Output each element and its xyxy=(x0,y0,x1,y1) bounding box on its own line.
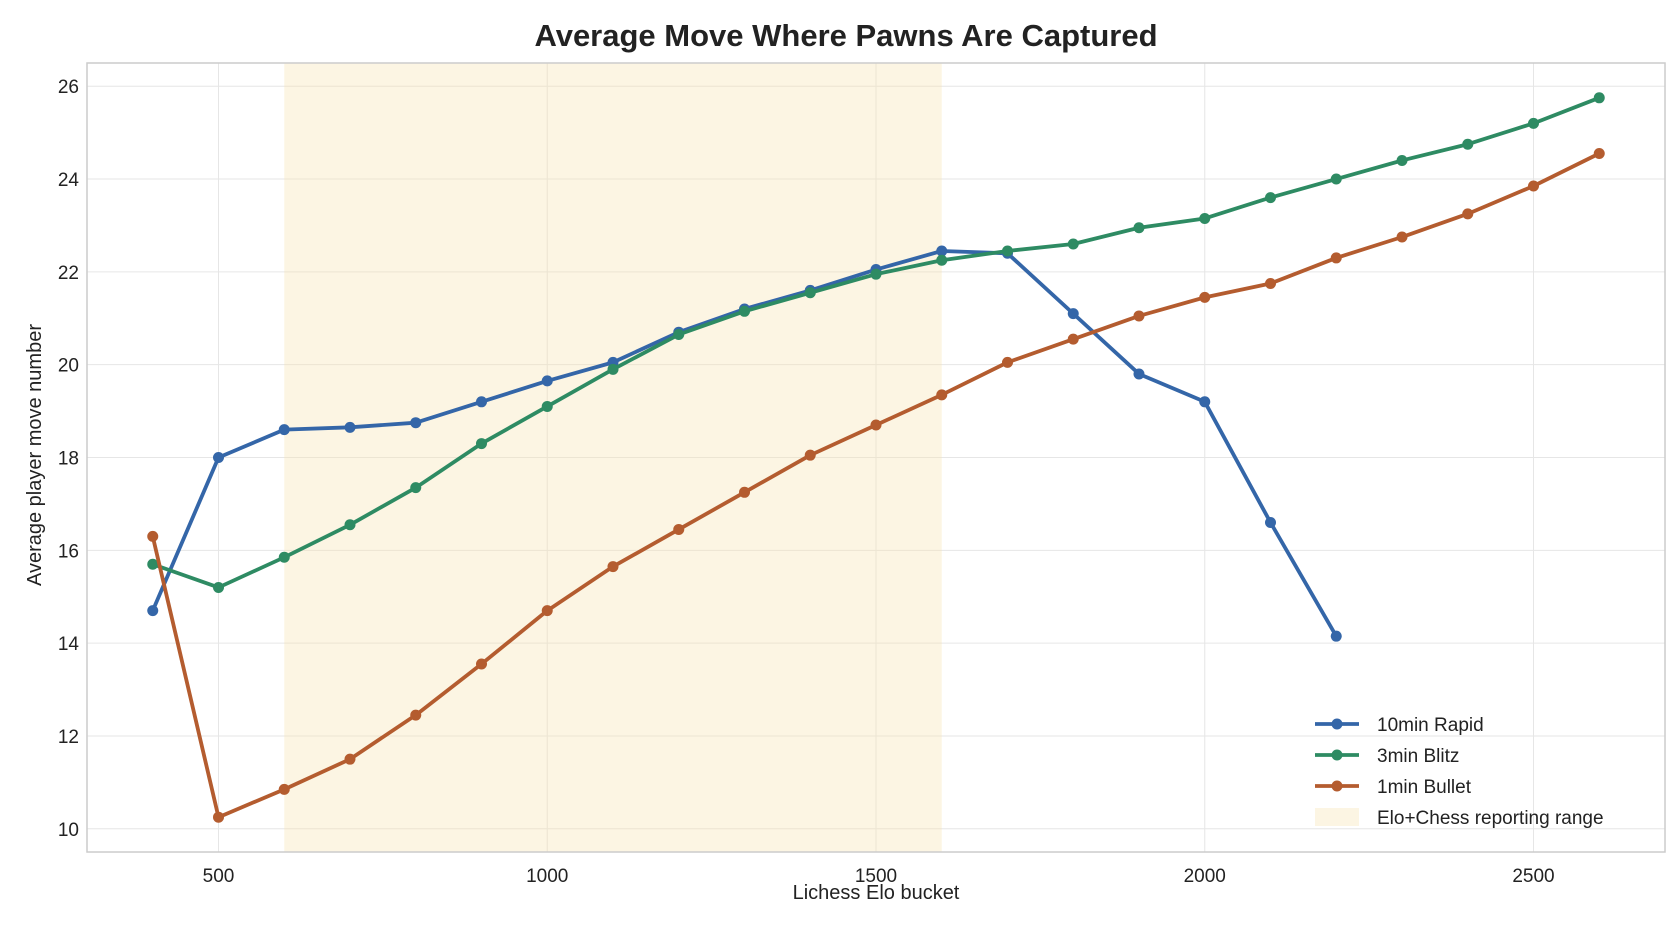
x-tick-label: 2500 xyxy=(1512,866,1554,887)
data-point xyxy=(1067,333,1079,345)
legend-item: Elo+Chess reporting range xyxy=(1315,808,1604,829)
data-point xyxy=(1396,231,1408,243)
shaded-range-layer xyxy=(284,63,942,852)
data-point xyxy=(1067,308,1079,320)
plot-frame xyxy=(86,62,1666,853)
data-point xyxy=(936,254,948,266)
data-point xyxy=(1265,277,1276,289)
data-point xyxy=(607,363,619,375)
legend-label: Elo+Chess reporting range xyxy=(1377,808,1604,829)
data-point xyxy=(147,558,159,570)
data-point xyxy=(739,486,750,498)
y-axis-label: Average player move number xyxy=(24,324,46,586)
data-point xyxy=(1330,173,1342,185)
data-point xyxy=(147,530,159,542)
y-tick-label: 16 xyxy=(58,541,79,562)
data-point xyxy=(1593,92,1605,104)
legend-item: 1min Bullet xyxy=(1315,777,1472,798)
legend-item: 3min Blitz xyxy=(1315,746,1459,767)
legend-swatch-marker xyxy=(1331,718,1343,730)
data-point xyxy=(410,709,422,721)
data-point xyxy=(1002,245,1013,257)
data-point xyxy=(541,400,553,412)
x-tick-label: 1500 xyxy=(855,866,897,887)
data-point xyxy=(278,783,290,795)
data-point xyxy=(541,375,553,387)
data-point xyxy=(344,753,356,765)
data-point xyxy=(213,581,224,593)
data-point xyxy=(1002,356,1013,368)
data-point xyxy=(870,268,882,280)
y-tick-label: 26 xyxy=(58,77,79,98)
x-axis-label: Lichess Elo bucket xyxy=(793,882,960,904)
data-point xyxy=(476,658,487,670)
y-tick-label: 18 xyxy=(58,449,79,470)
shaded-range xyxy=(284,63,942,852)
data-point xyxy=(936,245,948,257)
x-tick-label: 1000 xyxy=(526,866,568,887)
legend-label: 3min Blitz xyxy=(1377,746,1459,767)
series-2 xyxy=(147,148,1605,823)
chart-title: Average Move Where Pawns Are Captured xyxy=(534,18,1157,53)
data-point xyxy=(870,419,882,431)
data-point xyxy=(1199,396,1211,408)
series-layer xyxy=(147,92,1605,823)
legend: 10min Rapid 3min Blitz 1min Bullet Elo+Ches… xyxy=(1315,715,1604,829)
data-point xyxy=(673,523,685,535)
data-point xyxy=(1528,117,1539,129)
tick-labels: 500 1000 1500 2000 2500 10 12 14 16 18 20 22 24 26 xyxy=(58,77,1555,887)
data-point xyxy=(1199,291,1211,303)
x-tick-label: 500 xyxy=(203,866,235,887)
data-point xyxy=(410,482,422,494)
data-point xyxy=(1330,252,1342,264)
data-point xyxy=(1265,516,1276,528)
data-point xyxy=(344,519,356,531)
y-tick-label: 14 xyxy=(58,634,80,655)
data-point xyxy=(278,424,290,436)
x-tick-label: 2000 xyxy=(1184,866,1226,887)
data-point xyxy=(673,329,685,341)
data-point xyxy=(1133,368,1145,380)
data-point xyxy=(1462,208,1474,220)
y-tick-label: 22 xyxy=(58,263,79,284)
legend-label: 1min Bullet xyxy=(1377,777,1472,798)
data-point xyxy=(213,452,224,463)
y-tick-label: 24 xyxy=(58,170,80,191)
data-point xyxy=(476,396,487,408)
data-point xyxy=(1133,310,1145,322)
legend-item: 10min Rapid xyxy=(1315,715,1484,736)
data-point xyxy=(1265,192,1276,204)
data-point xyxy=(278,551,290,563)
data-point xyxy=(739,305,750,317)
data-point xyxy=(1067,238,1079,250)
data-point xyxy=(804,287,816,299)
data-point xyxy=(1593,148,1605,160)
data-point xyxy=(213,811,224,823)
y-tick-label: 20 xyxy=(58,356,79,377)
data-point xyxy=(147,605,159,617)
data-point xyxy=(1396,154,1408,166)
data-point xyxy=(1330,630,1342,642)
data-point xyxy=(1133,222,1145,234)
y-tick-label: 12 xyxy=(58,727,79,748)
data-point xyxy=(1462,138,1474,150)
data-point xyxy=(344,421,356,433)
data-point xyxy=(410,417,422,429)
data-point xyxy=(1528,180,1539,192)
series-1 xyxy=(147,92,1605,593)
data-point xyxy=(804,449,816,461)
data-point xyxy=(1199,212,1211,224)
data-point xyxy=(476,438,487,450)
data-point xyxy=(936,389,948,401)
data-point xyxy=(541,605,553,617)
data-point xyxy=(607,561,619,573)
legend-swatch-patch xyxy=(1315,808,1359,826)
legend-label: 10min Rapid xyxy=(1377,715,1484,736)
y-tick-label: 10 xyxy=(58,820,79,841)
legend-swatch-marker xyxy=(1331,780,1343,792)
legend-swatch-marker xyxy=(1331,749,1343,761)
